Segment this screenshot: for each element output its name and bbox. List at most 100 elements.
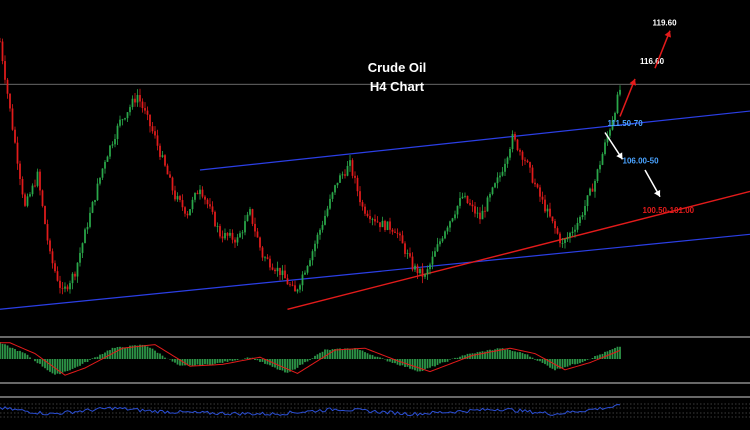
- candle-body: [601, 154, 604, 165]
- candle-body: [394, 231, 396, 233]
- candle-body: [421, 268, 424, 277]
- red-trendline: [287, 190, 750, 310]
- price-label: 100.50-101.00: [643, 206, 695, 215]
- candle-body: [86, 226, 89, 230]
- candle-body: [39, 171, 41, 191]
- candle-body: [329, 198, 331, 209]
- candle-body: [214, 211, 216, 227]
- candle-body: [466, 195, 469, 204]
- candle-body: [209, 204, 211, 207]
- candle-body: [64, 286, 66, 289]
- candle-body: [269, 258, 271, 268]
- price-label: 111.50-70: [608, 119, 644, 128]
- candle-body: [506, 157, 509, 164]
- candle-body: [166, 165, 169, 175]
- price-label: 119.60: [653, 18, 678, 27]
- candle-body: [336, 182, 339, 186]
- candle-body: [246, 214, 249, 222]
- candle-body: [239, 233, 241, 238]
- candle-body: [459, 198, 461, 206]
- candle-body: [174, 190, 176, 200]
- candle-body: [596, 169, 599, 182]
- candle-body: [499, 175, 501, 178]
- candle-body: [476, 212, 479, 214]
- candle-body: [1, 41, 4, 62]
- candle-body: [481, 210, 484, 220]
- candle-body: [51, 251, 54, 264]
- candle-body: [9, 93, 11, 109]
- candle-body: [89, 212, 91, 227]
- candle-body: [274, 269, 276, 272]
- candle-body: [449, 221, 451, 228]
- candle-body: [291, 284, 294, 286]
- candle-body: [519, 150, 521, 152]
- candle-body: [299, 285, 301, 290]
- candle-body: [404, 243, 406, 254]
- candle-body: [416, 265, 419, 274]
- candle-body: [219, 226, 221, 237]
- candle-body: [196, 192, 199, 195]
- candle-body: [6, 79, 9, 94]
- candle-body: [201, 189, 204, 197]
- candle-body: [544, 199, 546, 212]
- candle-body: [319, 229, 321, 235]
- candle-body: [221, 236, 224, 239]
- candle-body: [344, 174, 346, 176]
- candle-body: [136, 95, 139, 103]
- candle-body: [171, 177, 174, 191]
- candle-body: [156, 135, 159, 146]
- candle-body: [91, 202, 94, 213]
- oscillator-line: [0, 404, 621, 417]
- candle-body: [536, 184, 539, 188]
- candle-body: [501, 171, 504, 176]
- candle-body: [261, 247, 264, 258]
- candle-body: [434, 251, 436, 257]
- candle-body: [471, 204, 474, 207]
- arrow-shaft: [619, 78, 636, 117]
- candle-body: [409, 253, 411, 257]
- candle-body: [81, 243, 84, 253]
- candle-body: [36, 171, 39, 186]
- candle-body: [456, 205, 459, 215]
- candle-body: [211, 206, 214, 212]
- candle-body: [164, 155, 166, 166]
- candle-body: [584, 206, 586, 216]
- candle-body: [229, 232, 231, 236]
- candle-body: [444, 231, 446, 239]
- candle-body: [349, 160, 351, 166]
- candle-body: [71, 273, 74, 284]
- candle-body: [604, 142, 606, 155]
- candle-body: [374, 219, 376, 222]
- candle-body: [324, 215, 326, 225]
- candle-body: [149, 114, 151, 127]
- candle-body: [341, 174, 344, 176]
- candle-body: [154, 131, 156, 136]
- candle-body: [411, 256, 414, 270]
- candle-body: [461, 196, 464, 199]
- candle-body: [469, 203, 471, 205]
- candle-body: [61, 287, 64, 289]
- candle-body: [606, 135, 609, 143]
- candle-body: [146, 110, 149, 115]
- candle-body: [159, 145, 161, 157]
- candle-body: [489, 194, 491, 198]
- candle-body: [454, 214, 456, 219]
- candle-body: [41, 190, 44, 207]
- candle-body: [379, 222, 381, 228]
- candle-body: [384, 220, 386, 231]
- candle-body: [31, 185, 34, 195]
- candle-body: [161, 155, 164, 157]
- candle-body: [21, 179, 24, 195]
- histogram-signal-line: [0, 342, 621, 376]
- candle-body: [254, 223, 256, 232]
- candle-body: [429, 264, 431, 270]
- candle-body: [446, 227, 449, 232]
- candle-body: [354, 175, 356, 178]
- candle-body: [589, 188, 591, 196]
- candle-body: [424, 274, 426, 277]
- candle-body: [389, 221, 391, 230]
- candle-body: [369, 216, 371, 220]
- candle-body: [464, 195, 466, 197]
- candle-body: [339, 175, 341, 183]
